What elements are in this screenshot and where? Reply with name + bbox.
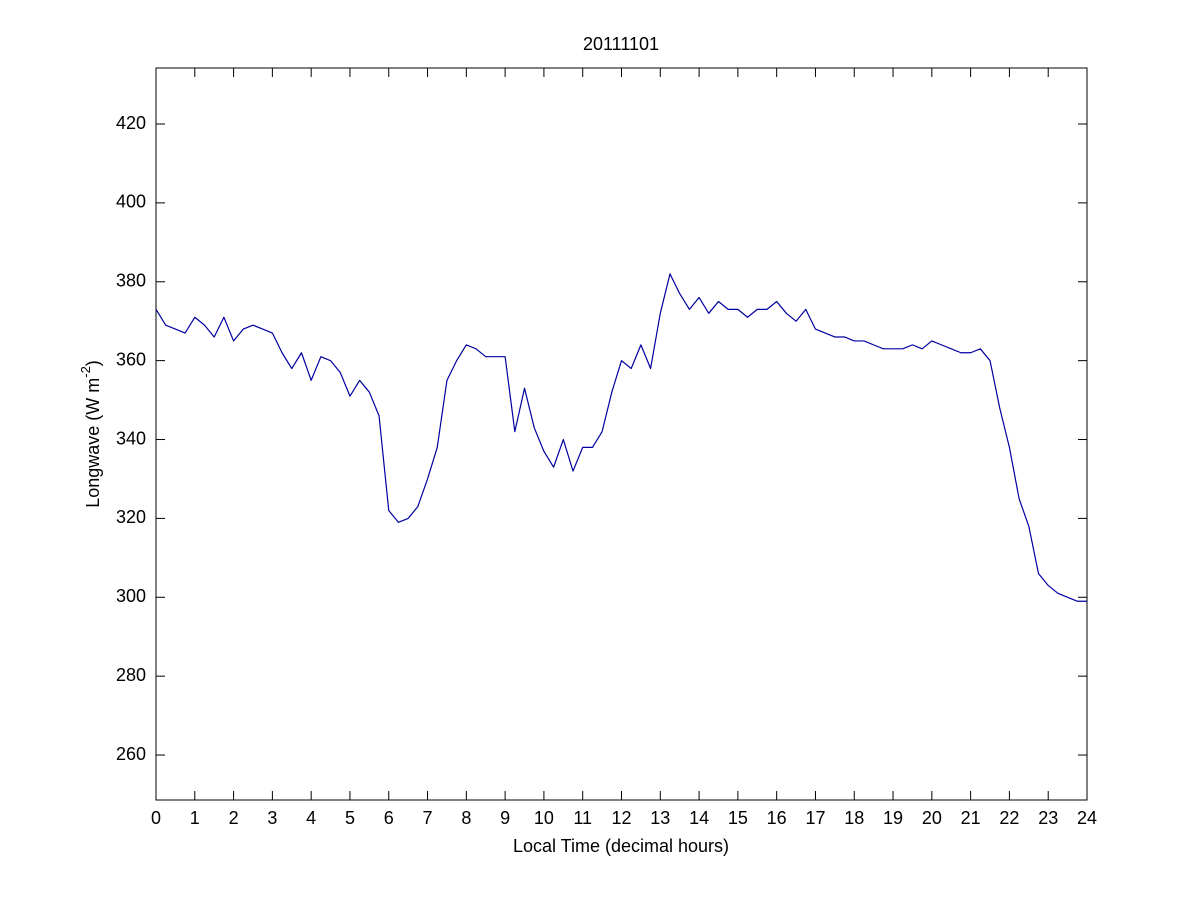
x-tick-label: 24 [1077, 808, 1097, 828]
axes-frame [155, 67, 1088, 801]
x-tick-label: 7 [423, 808, 433, 828]
y-tick-label: 300 [116, 586, 146, 606]
y-tick-label: 380 [116, 271, 146, 291]
x-tick-label: 18 [844, 808, 864, 828]
x-tick-label: 8 [461, 808, 471, 828]
y-tick-label: 260 [116, 744, 146, 764]
x-axis-label: Local Time (decimal hours) [513, 836, 729, 856]
y-tick-label: 360 [116, 349, 146, 369]
y-label-sup: -2 [78, 366, 93, 378]
x-tick-label: 17 [805, 808, 825, 828]
y-tick-label: 340 [116, 428, 146, 448]
x-tick-label: 6 [384, 808, 394, 828]
x-tick-label: 3 [267, 808, 277, 828]
x-tick-label: 5 [345, 808, 355, 828]
x-tick-label: 4 [306, 808, 316, 828]
x-tick-label: 1 [190, 808, 200, 828]
x-tick-label: 20 [922, 808, 942, 828]
x-tick-label: 2 [229, 808, 239, 828]
x-tick-label: 22 [999, 808, 1019, 828]
y-label-text: Longwave (W m [83, 378, 103, 508]
x-tick-label: 21 [961, 808, 981, 828]
x-tick-label: 23 [1038, 808, 1058, 828]
x-tick-label: 19 [883, 808, 903, 828]
y-tick-label: 400 [116, 192, 146, 212]
x-tick-label: 12 [611, 808, 631, 828]
x-tick-label: 10 [534, 808, 554, 828]
line-series [155, 273, 1087, 602]
y-tick-label: 280 [116, 665, 146, 685]
x-tick-label: 16 [767, 808, 787, 828]
x-tick-label: 0 [151, 808, 161, 828]
y-tick-label: 420 [116, 113, 146, 133]
x-tick-label: 15 [728, 808, 748, 828]
chart-title: 20111101 [583, 34, 659, 54]
x-tick-label: 9 [500, 808, 510, 828]
x-tick-label: 13 [650, 808, 670, 828]
y-label-suffix: ) [83, 360, 103, 366]
y-axis-label: Longwave (W m-2) [78, 360, 102, 508]
x-tick-label: 14 [689, 808, 709, 828]
y-tick-label: 320 [116, 507, 146, 527]
x-tick-label: 11 [573, 808, 592, 828]
